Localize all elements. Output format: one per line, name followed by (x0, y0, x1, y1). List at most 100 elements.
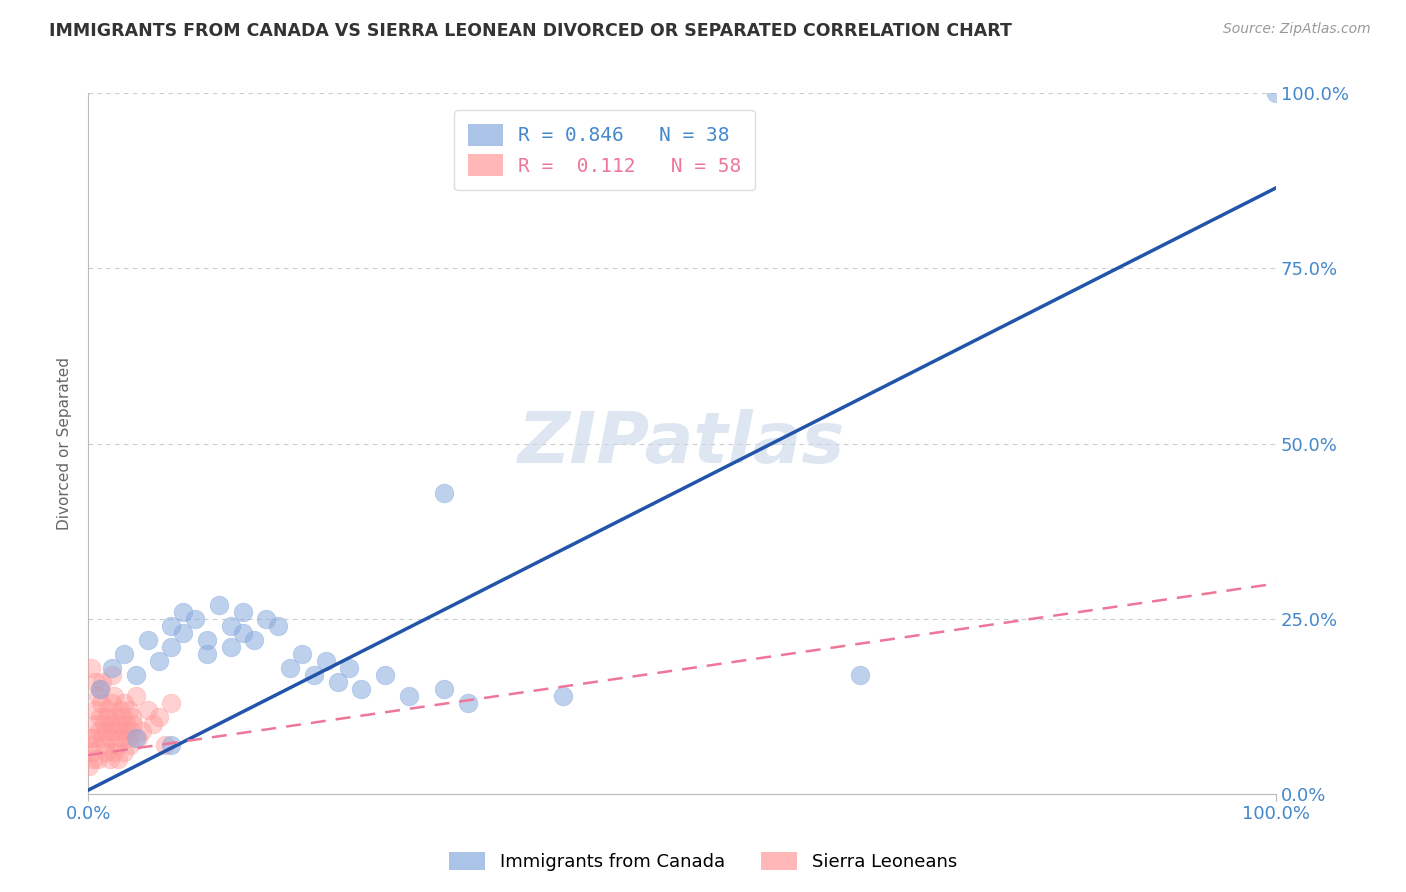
Point (291, 647, 314, 661)
Point (195, 647, 218, 661)
Point (326, 674, 349, 689)
Point (103, 689, 125, 703)
Point (98, 731, 121, 745)
Point (101, 723, 124, 738)
Point (374, 667, 396, 681)
Point (160, 640, 183, 654)
Point (97, 703, 120, 717)
Point (84, 703, 107, 717)
Point (79, 738, 101, 752)
Legend: Immigrants from Canada, Sierra Leoneans: Immigrants from Canada, Sierra Leoneans (441, 845, 965, 879)
Point (120, 723, 142, 738)
Point (118, 738, 141, 752)
Point (110, 731, 132, 745)
Point (267, 618, 290, 632)
Point (90, 696, 112, 710)
Point (79, 731, 101, 745)
Point (111, 709, 134, 723)
Point (339, 660, 361, 674)
Point (254, 611, 277, 625)
Point (84, 674, 107, 689)
Point (101, 696, 124, 710)
Point (148, 709, 170, 723)
Point (398, 689, 420, 703)
Point (98, 752, 121, 766)
Point (849, 667, 872, 681)
Point (195, 632, 218, 647)
Point (86, 716, 108, 731)
Point (80, 745, 103, 759)
Point (107, 723, 129, 738)
Point (219, 618, 242, 632)
Point (112, 696, 135, 710)
Point (115, 716, 138, 731)
Point (160, 618, 183, 632)
Point (433, 681, 456, 696)
Point (112, 647, 135, 661)
Point (172, 625, 194, 640)
Point (79, 758, 101, 772)
Point (219, 640, 242, 654)
Point (278, 660, 301, 674)
Point (155, 738, 177, 752)
Point (315, 654, 337, 668)
Point (136, 632, 159, 647)
Point (105, 738, 128, 752)
Point (82, 752, 104, 766)
Point (94, 745, 117, 759)
Point (94, 738, 117, 752)
Point (108, 716, 131, 731)
Point (124, 731, 146, 745)
Point (91, 731, 114, 745)
Point (104, 709, 127, 723)
Point (96, 709, 118, 723)
Text: ZIPatlas: ZIPatlas (519, 409, 846, 478)
Point (131, 723, 153, 738)
Point (184, 611, 207, 625)
Point (86, 689, 108, 703)
Point (433, 485, 456, 500)
Point (122, 716, 145, 731)
Point (91, 674, 114, 689)
Point (457, 696, 479, 710)
Point (93, 716, 115, 731)
Point (79, 660, 101, 674)
Point (101, 660, 124, 674)
Point (112, 745, 135, 759)
Point (89, 709, 111, 723)
Point (136, 703, 159, 717)
Point (124, 689, 146, 703)
Point (232, 605, 254, 619)
Point (124, 667, 146, 681)
Point (114, 723, 136, 738)
Point (83, 731, 105, 745)
Point (553, 689, 575, 703)
Point (89, 681, 111, 696)
Point (101, 667, 124, 681)
Legend: R = 0.846   N = 38, R =  0.112   N = 58: R = 0.846 N = 38, R = 0.112 N = 58 (454, 110, 755, 190)
Point (127, 731, 149, 745)
Point (243, 632, 266, 647)
Point (89, 681, 111, 696)
Point (100, 716, 122, 731)
Point (103, 745, 125, 759)
Y-axis label: Divorced or Separated: Divorced or Separated (58, 357, 72, 530)
Point (160, 738, 183, 752)
Point (350, 681, 373, 696)
Point (117, 703, 139, 717)
Point (148, 654, 170, 668)
Point (1265, 87, 1288, 101)
Point (302, 667, 325, 681)
Point (117, 731, 139, 745)
Point (160, 696, 183, 710)
Point (94, 723, 117, 738)
Point (208, 598, 231, 612)
Point (107, 752, 129, 766)
Point (232, 625, 254, 640)
Point (121, 709, 143, 723)
Point (142, 716, 165, 731)
Point (86, 752, 108, 766)
Text: IMMIGRANTS FROM CANADA VS SIERRA LEONEAN DIVORCED OR SEPARATED CORRELATION CHART: IMMIGRANTS FROM CANADA VS SIERRA LEONEAN… (49, 22, 1012, 40)
Text: Source: ZipAtlas.com: Source: ZipAtlas.com (1223, 22, 1371, 37)
Point (172, 605, 194, 619)
